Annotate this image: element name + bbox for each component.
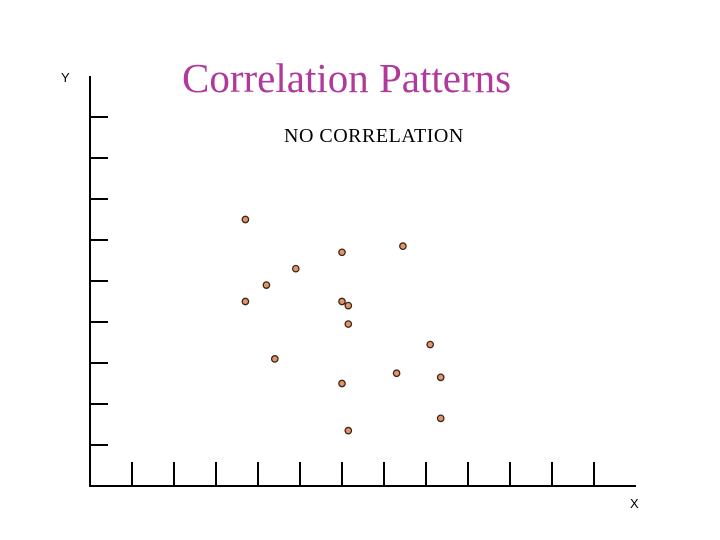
data-point-16 [436, 414, 445, 423]
data-points [241, 215, 445, 435]
x-axis-ticks [131, 462, 595, 486]
data-point-12 [399, 242, 407, 250]
data-point-6 [338, 248, 346, 257]
y-axis-label: Y [61, 70, 70, 85]
chart-subtitle: NO CORRELATION [284, 125, 464, 147]
x-axis-label: X [630, 496, 639, 511]
data-point-7 [338, 297, 346, 306]
data-point-15 [436, 373, 445, 382]
data-point-3 [262, 281, 271, 289]
data-point-5 [291, 264, 300, 273]
data-point-10 [338, 379, 346, 388]
data-point-1 [241, 215, 250, 224]
data-point-14 [426, 340, 435, 349]
data-point-2 [241, 297, 250, 306]
data-point-9 [344, 320, 353, 328]
data-point-4 [270, 355, 279, 363]
data-point-8 [344, 301, 353, 310]
data-point-13 [392, 369, 401, 378]
slide-title: Correlation Patterns [182, 55, 512, 101]
y-axis-ticks [90, 116, 108, 446]
data-point-11 [344, 426, 353, 435]
